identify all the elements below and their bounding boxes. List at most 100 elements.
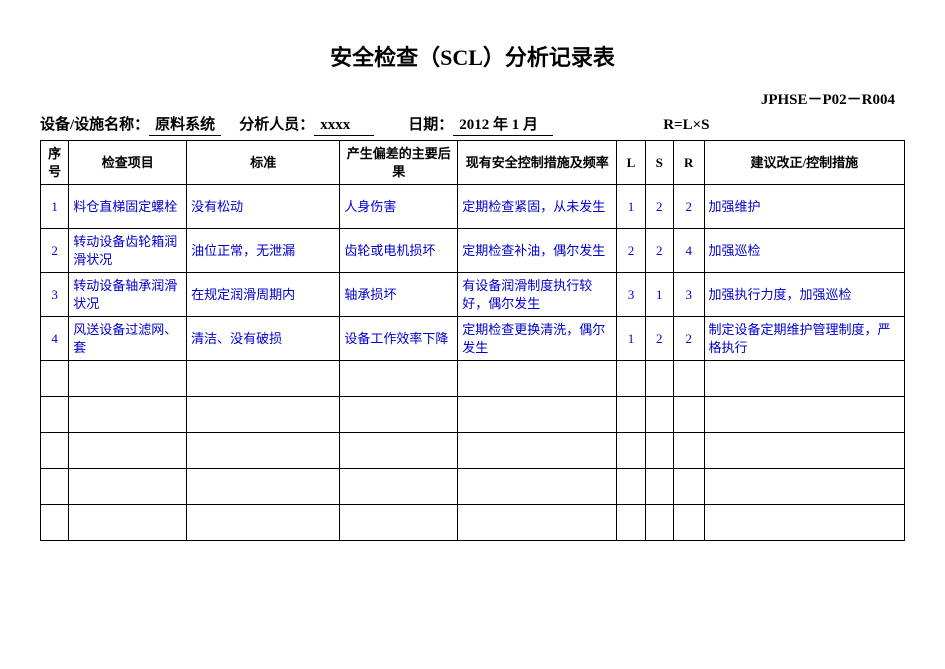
table-row: 3转动设备轴承润滑状况在规定润滑周期内轴承损坏有设备润滑制度执行较好，偶尔发生3… <box>41 273 905 317</box>
cell-item: 转动设备齿轮箱润滑状况 <box>69 229 187 273</box>
cell-ctrl: 定期检查紧固，从未发生 <box>458 185 617 229</box>
cell-empty <box>617 505 645 541</box>
cell-l: 1 <box>617 317 645 361</box>
date-label: 日期： <box>408 113 453 134</box>
cell-cons: 设备工作效率下降 <box>340 317 458 361</box>
col-ctrl-header: 现有安全控制措施及频率 <box>458 141 617 185</box>
cell-empty <box>617 361 645 397</box>
cell-seq: 3 <box>41 273 69 317</box>
formula-label: R=L×S <box>663 117 709 134</box>
cell-empty <box>673 397 704 433</box>
cell-empty <box>340 469 458 505</box>
cell-empty <box>340 397 458 433</box>
col-sugg-header: 建议改正/控制措施 <box>704 141 904 185</box>
cell-r: 2 <box>673 317 704 361</box>
cell-l: 3 <box>617 273 645 317</box>
cell-s: 2 <box>645 185 673 229</box>
cell-empty <box>673 505 704 541</box>
document-code: JPHSE－P02－R004 <box>40 88 905 109</box>
cell-std: 没有松动 <box>187 185 340 229</box>
cell-s: 1 <box>645 273 673 317</box>
analyst-value: xxxx <box>314 117 374 136</box>
cell-empty <box>187 361 340 397</box>
cell-item: 转动设备轴承润滑状况 <box>69 273 187 317</box>
col-std-header: 标准 <box>187 141 340 185</box>
cell-item: 风送设备过滤网、套 <box>69 317 187 361</box>
cell-s: 2 <box>645 317 673 361</box>
cell-empty <box>69 433 187 469</box>
cell-empty <box>41 505 69 541</box>
cell-empty <box>187 469 340 505</box>
table-header-row: 序号 检查项目 标准 产生偏差的主要后果 现有安全控制措施及频率 L S R 建… <box>41 141 905 185</box>
cell-seq: 4 <box>41 317 69 361</box>
table-row-empty <box>41 505 905 541</box>
cell-empty <box>704 505 904 541</box>
cell-empty <box>187 433 340 469</box>
cell-empty <box>69 397 187 433</box>
cell-empty <box>645 469 673 505</box>
analyst-label: 分析人员： <box>239 113 314 134</box>
cell-empty <box>458 433 617 469</box>
cell-r: 3 <box>673 273 704 317</box>
col-r-header: R <box>673 141 704 185</box>
cell-std: 油位正常，无泄漏 <box>187 229 340 273</box>
col-l-header: L <box>617 141 645 185</box>
cell-empty <box>704 361 904 397</box>
cell-empty <box>645 397 673 433</box>
equip-label: 设备/设施名称： <box>40 113 149 134</box>
cell-empty <box>69 469 187 505</box>
cell-empty <box>41 433 69 469</box>
cell-seq: 2 <box>41 229 69 273</box>
cell-s: 2 <box>645 229 673 273</box>
cell-ctrl: 定期检查补油，偶尔发生 <box>458 229 617 273</box>
cell-empty <box>458 361 617 397</box>
cell-r: 2 <box>673 185 704 229</box>
table-row-empty <box>41 361 905 397</box>
cell-std: 在规定润滑周期内 <box>187 273 340 317</box>
table-row-empty <box>41 433 905 469</box>
cell-empty <box>673 469 704 505</box>
scl-table: 序号 检查项目 标准 产生偏差的主要后果 现有安全控制措施及频率 L S R 建… <box>40 140 905 541</box>
table-body: 1料仓直梯固定螺栓没有松动人身伤害定期检查紧固，从未发生122加强维护2转动设备… <box>41 185 905 541</box>
cell-r: 4 <box>673 229 704 273</box>
cell-empty <box>69 361 187 397</box>
table-row-empty <box>41 469 905 505</box>
cell-empty <box>41 361 69 397</box>
cell-empty <box>340 433 458 469</box>
cell-empty <box>645 505 673 541</box>
col-item-header: 检查项目 <box>69 141 187 185</box>
cell-empty <box>41 397 69 433</box>
cell-seq: 1 <box>41 185 69 229</box>
cell-l: 2 <box>617 229 645 273</box>
cell-sugg: 加强巡检 <box>704 229 904 273</box>
cell-empty <box>458 505 617 541</box>
cell-ctrl: 有设备润滑制度执行较好，偶尔发生 <box>458 273 617 317</box>
cell-cons: 人身伤害 <box>340 185 458 229</box>
table-row: 4风送设备过滤网、套清洁、没有破损设备工作效率下降定期检查更换清洗，偶尔发生12… <box>41 317 905 361</box>
cell-empty <box>187 505 340 541</box>
cell-empty <box>617 433 645 469</box>
cell-empty <box>704 397 904 433</box>
cell-empty <box>187 397 340 433</box>
cell-empty <box>673 433 704 469</box>
col-cons-header: 产生偏差的主要后果 <box>340 141 458 185</box>
col-s-header: S <box>645 141 673 185</box>
table-row: 2转动设备齿轮箱润滑状况油位正常，无泄漏齿轮或电机损坏定期检查补油，偶尔发生22… <box>41 229 905 273</box>
cell-empty <box>69 505 187 541</box>
cell-empty <box>673 361 704 397</box>
cell-empty <box>704 433 904 469</box>
cell-empty <box>458 397 617 433</box>
cell-cons: 轴承损坏 <box>340 273 458 317</box>
equip-value: 原料系统 <box>149 113 221 136</box>
cell-sugg: 制定设备定期维护管理制度，严格执行 <box>704 317 904 361</box>
cell-empty <box>617 469 645 505</box>
cell-empty <box>458 469 617 505</box>
col-seq-header: 序号 <box>41 141 69 185</box>
cell-empty <box>340 505 458 541</box>
table-row-empty <box>41 397 905 433</box>
cell-empty <box>41 469 69 505</box>
meta-line: 设备/设施名称： 原料系统 分析人员： xxxx 日期： 2012 年 1 月 … <box>40 113 905 136</box>
cell-empty <box>704 469 904 505</box>
cell-empty <box>645 361 673 397</box>
page-title: 安全检查（SCL）分析记录表 <box>40 40 905 72</box>
